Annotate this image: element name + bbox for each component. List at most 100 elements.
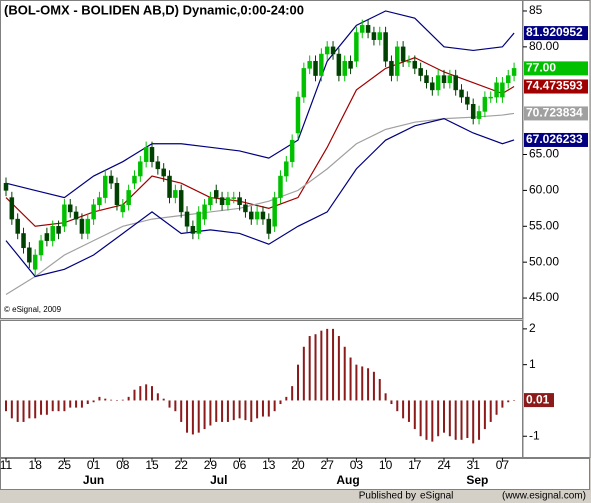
histogram-bar (478, 400, 481, 440)
histogram-bar (121, 399, 124, 401)
histogram-bar (489, 400, 492, 422)
histogram-bar (250, 400, 253, 422)
y-tick-label: 65.00 (529, 147, 559, 161)
month-label: Jul (210, 473, 227, 487)
time-axis (0, 458, 590, 490)
x-tick-label: 17 (408, 458, 422, 472)
candle-body (44, 233, 50, 241)
histogram-bar (361, 366, 364, 401)
price-panel (0, 0, 523, 319)
histogram-bar (69, 400, 72, 408)
candle-body (85, 218, 91, 234)
histogram-bar (34, 400, 37, 419)
candle-body (482, 96, 488, 112)
overlay-line (5, 117, 515, 278)
candle-body (435, 75, 441, 91)
candle-body (173, 190, 178, 198)
histogram-bar (133, 389, 136, 401)
candle-body (38, 240, 44, 256)
histogram-bar (238, 400, 241, 419)
histogram-bar (191, 400, 194, 435)
histogram-bar (168, 400, 171, 408)
candle-body (15, 218, 20, 234)
histogram-bar (332, 328, 335, 401)
histogram-bar (355, 364, 358, 401)
histogram-bar (349, 357, 352, 401)
histogram-bar (127, 396, 130, 401)
candle-body (138, 161, 143, 177)
candle-body (470, 104, 476, 119)
candle-body (27, 247, 32, 263)
candle-body (254, 211, 260, 220)
candle-body (108, 175, 114, 184)
candle-body (21, 233, 26, 249)
candle-body (488, 96, 493, 99)
histogram-bar (407, 400, 410, 422)
footer-url: (www.esignal.com) (502, 491, 586, 502)
candle-body (67, 204, 73, 213)
histogram-bar (314, 334, 317, 401)
histogram-bar (215, 400, 218, 422)
candle-body (266, 218, 272, 234)
candle-body (307, 60, 312, 69)
x-tick-label: 20 (291, 458, 305, 472)
candle-body (196, 211, 201, 234)
candle-body (459, 89, 464, 98)
histogram-bar (110, 399, 113, 401)
histogram-bar (232, 400, 235, 421)
x-tick-label: 22 (175, 458, 189, 472)
last-value-label: 0.01 (526, 392, 550, 406)
histogram-bar (343, 346, 346, 401)
x-tick-label: 03 (350, 458, 364, 472)
histogram-bar (267, 400, 270, 417)
histogram-bar (302, 346, 305, 401)
histogram-bar (57, 400, 60, 412)
candle-body (149, 147, 155, 162)
x-tick-label: 15 (145, 458, 159, 472)
histogram-bar (431, 400, 434, 442)
candle-body (272, 197, 277, 227)
y-tick-label: 55.00 (529, 218, 559, 232)
histogram-bar (197, 400, 200, 433)
histogram-bar (75, 400, 78, 408)
histogram-bar (104, 398, 107, 401)
histogram-bar (261, 400, 264, 417)
histogram-bar (507, 400, 510, 403)
candle-body (453, 75, 458, 91)
candle-body (289, 139, 295, 162)
histogram-bar (40, 400, 43, 415)
candle-body (377, 32, 383, 40)
histogram-bar (402, 400, 405, 419)
candle-body (126, 190, 131, 205)
candle-body (500, 82, 505, 98)
overlay-value-label-box (524, 132, 588, 147)
candle-body (336, 53, 342, 76)
candle-body (178, 190, 184, 213)
histogram-bar (460, 400, 463, 440)
histogram-bar (151, 386, 153, 401)
histogram-bar (413, 400, 416, 430)
histogram-bar (390, 400, 393, 405)
oscillator-panel (0, 320, 523, 458)
histogram-bar (419, 400, 422, 437)
last-value-box (524, 393, 554, 408)
candle-body (143, 147, 149, 162)
candle-body (190, 226, 196, 234)
candle-body (424, 75, 429, 83)
y-tick-label: 1 (529, 357, 536, 371)
candle-body (249, 211, 254, 220)
candle-body (406, 60, 412, 63)
candle-body (202, 204, 207, 220)
histogram-bar (308, 336, 311, 401)
overlay-value-label: 74.473593 (526, 79, 583, 93)
candle-body (301, 68, 307, 98)
candle-body (219, 197, 225, 205)
candle-body (167, 175, 172, 198)
histogram-bar (139, 386, 142, 401)
candle-body (237, 197, 242, 205)
histogram-bar (483, 400, 486, 430)
candle-body (73, 211, 79, 220)
histogram-bar (396, 400, 399, 412)
histogram-bar (244, 400, 247, 421)
histogram-bar (10, 400, 13, 419)
